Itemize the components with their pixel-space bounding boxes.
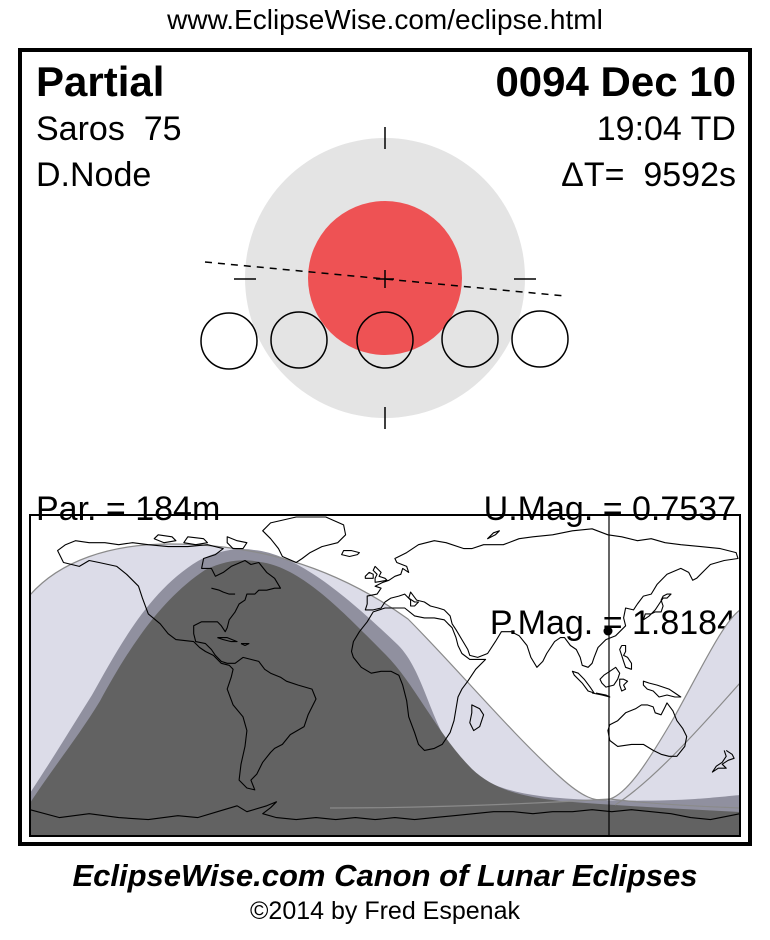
eclipse-card: Partial Saros 75 D.Node 0094 Dec 10 19:0… — [18, 48, 752, 846]
footer-copyright: ©2014 by Fred Espenak — [250, 897, 520, 925]
eclipse-time-label: 19:04 TD — [596, 110, 736, 148]
stat-gamma: Gam. = -0.5844 — [36, 604, 274, 642]
stat-partial-duration: Par. = 184m — [36, 490, 221, 528]
saros-label: Saros 75 — [36, 110, 182, 148]
stat-penumbral-magnitude: P.Mag. = 1.8184 — [489, 604, 736, 642]
stats-right: U.Mag. = 0.7537 P.Mag. = 1.8184 — [484, 414, 736, 718]
footer-title: EclipseWise.com Canon of Lunar Eclipses — [72, 858, 698, 893]
stats-left: Par. = 184m Gam. = -0.5844 — [36, 414, 273, 718]
site-url: www.EclipseWise.com/eclipse.html — [167, 4, 603, 35]
delta-t-label: ΔT= 9592s — [561, 156, 736, 194]
stat-umbral-magnitude: U.Mag. = 0.7537 — [483, 490, 736, 528]
eclipse-date-label: 0094 Dec 10 — [495, 58, 736, 105]
eclipse-type-label: Partial — [36, 58, 165, 105]
node-label: D.Node — [36, 156, 152, 194]
